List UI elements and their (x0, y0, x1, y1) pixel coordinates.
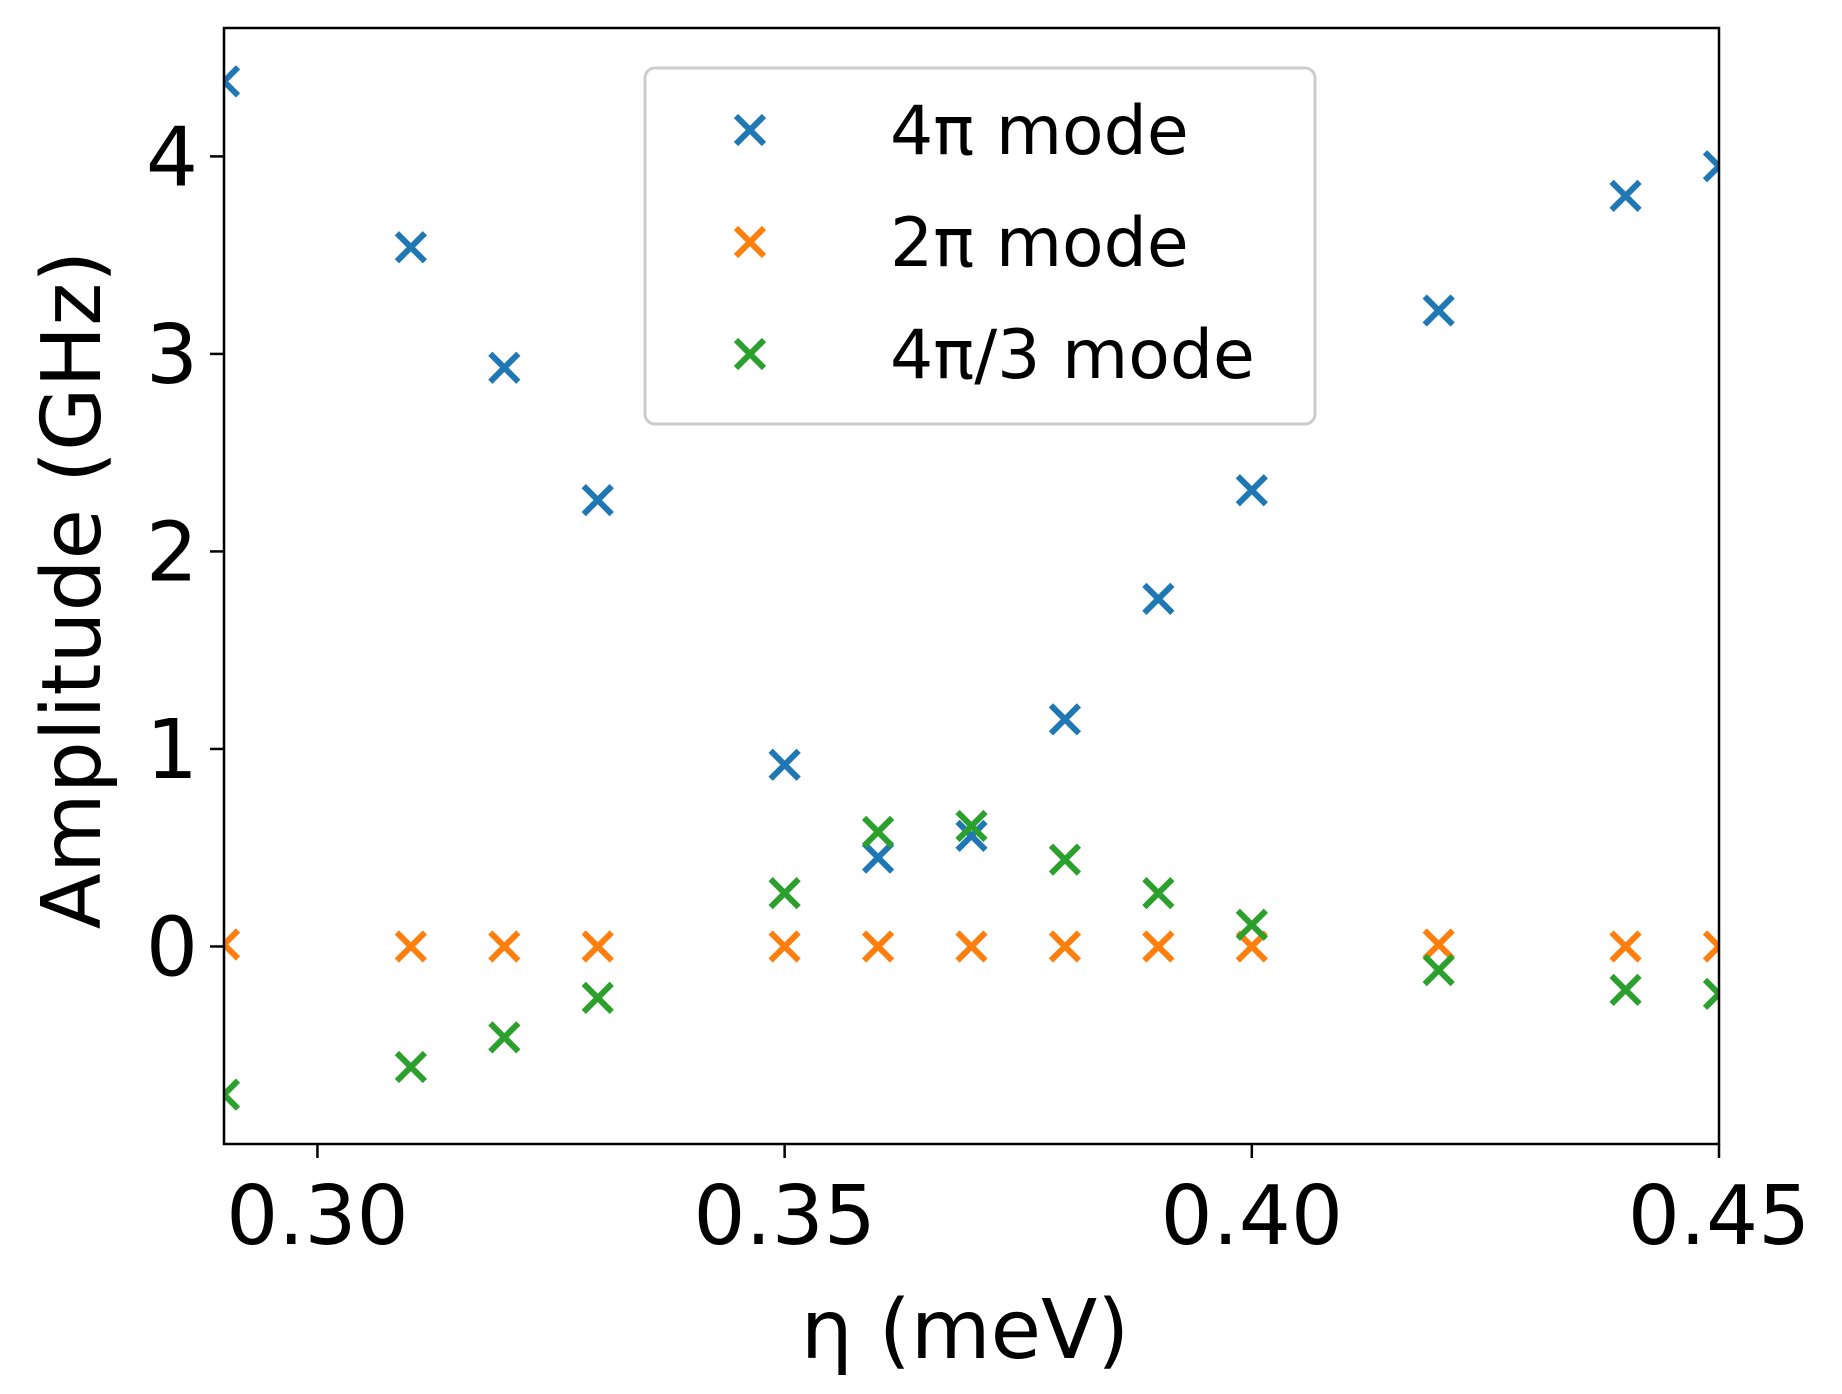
data-point-series-1 (1609, 930, 1642, 963)
legend-label: 2π mode (890, 204, 1189, 283)
data-point-series-0 (394, 231, 427, 264)
legend-marker (733, 113, 767, 147)
legend: 4π mode 2π mode 4π/3 mode (643, 66, 1317, 426)
legend-box (643, 66, 1317, 426)
x-tick-label: 0.30 (226, 1169, 409, 1264)
data-point-series-2 (224, 1078, 241, 1111)
data-point-series-2 (768, 877, 801, 910)
x-tick-label: 0.40 (1161, 1169, 1344, 1264)
data-point-series-0 (1609, 179, 1642, 213)
data-point-series-2 (1702, 977, 1719, 1011)
data-point-series-2 (488, 1021, 521, 1054)
data-point-series-0 (1048, 703, 1082, 736)
data-marks (224, 65, 1719, 1111)
data-point-series-0 (1422, 294, 1455, 327)
data-point-series-1 (224, 928, 241, 961)
data-point-series-2 (1235, 908, 1268, 941)
data-point-series-1 (1422, 928, 1455, 961)
data-point-series-2 (861, 815, 895, 849)
legend-marker (733, 225, 767, 259)
data-point-series-0 (488, 351, 521, 384)
y-axis-ticks: 0 1 2 3 4 (146, 110, 224, 995)
data-point-series-1 (1702, 930, 1719, 963)
data-point-series-2 (1142, 877, 1175, 910)
data-point-series-0 (768, 748, 801, 781)
data-point-series-1 (394, 930, 427, 963)
data-point-series-1 (1048, 930, 1082, 963)
plot-frame (222, 26, 1721, 1146)
y-tick-label: 0 (146, 900, 198, 995)
data-point-series-1 (955, 930, 988, 963)
data-point-series-1 (861, 930, 895, 963)
x-tick-label: 0.35 (693, 1169, 876, 1264)
data-point-series-0 (581, 483, 614, 517)
data-point-series-1 (768, 930, 801, 963)
data-point-series-2 (955, 809, 988, 843)
x-axis-ticks: 0.30 0.35 0.40 0.45 (226, 1144, 1810, 1264)
data-point-series-0 (1235, 474, 1268, 507)
y-axis-label: Amplitude (GHz) (25, 251, 120, 930)
data-point-series-0 (1142, 582, 1175, 615)
data-point-series-1 (581, 930, 614, 963)
y-tick-label: 2 (146, 505, 198, 600)
data-point-series-0 (1702, 150, 1719, 183)
data-point-series-0 (861, 841, 895, 874)
data-point-series-2 (394, 1050, 427, 1084)
data-point-series-2 (581, 981, 614, 1014)
legend-label: 4π/3 mode (890, 316, 1255, 395)
data-point-series-1 (1142, 930, 1175, 963)
data-point-series-1 (488, 930, 521, 963)
data-point-series-0 (955, 819, 988, 852)
data-point-series-2 (1609, 973, 1642, 1007)
data-point-series-0 (224, 65, 241, 98)
data-point-series-2 (1048, 843, 1082, 876)
y-tick-label: 1 (146, 703, 198, 798)
legend-marker (733, 337, 767, 371)
data-point-series-2 (1422, 954, 1455, 987)
y-tick-label: 3 (146, 308, 198, 403)
x-axis-label: η (meV) (801, 1283, 1129, 1378)
x-tick-label: 0.45 (1628, 1169, 1811, 1264)
legend-label: 4π mode (890, 92, 1189, 171)
y-tick-label: 4 (146, 110, 198, 205)
